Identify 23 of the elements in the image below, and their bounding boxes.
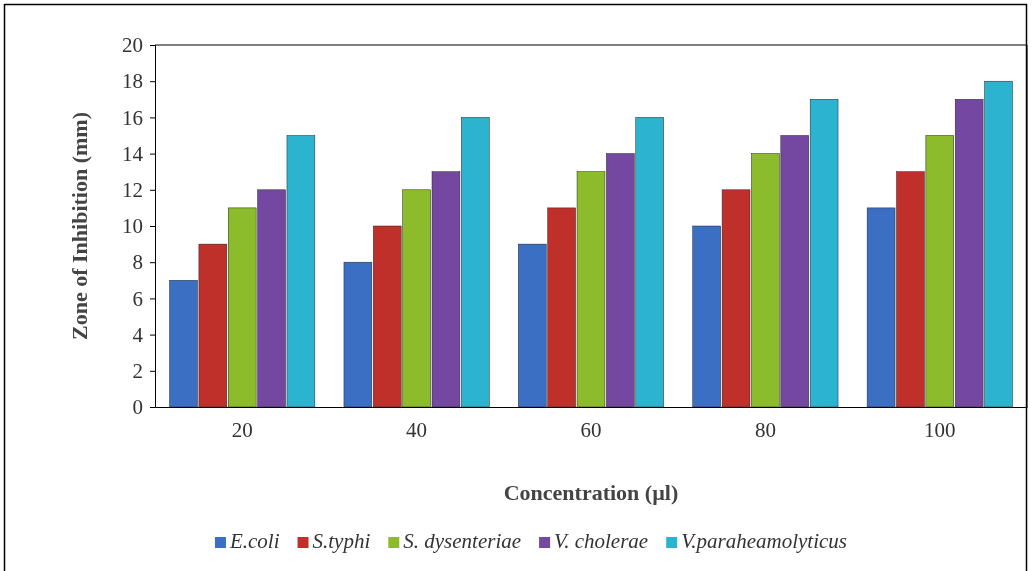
y-tick-label: 14 bbox=[122, 141, 144, 166]
y-tick-label: 2 bbox=[132, 359, 143, 384]
y-tick-label: 0 bbox=[132, 395, 143, 420]
y-tick-label: 4 bbox=[132, 322, 144, 347]
legend-label: V.paraheamolyticus bbox=[681, 529, 848, 553]
y-tick-label: 8 bbox=[132, 250, 143, 275]
x-tick-label: 100 bbox=[924, 418, 956, 443]
legend-label: S.typhi bbox=[312, 529, 371, 553]
x-axis-title: Concentration (µl) bbox=[503, 480, 679, 505]
y-axis-title: Zone of Inhibition (mm) bbox=[67, 112, 92, 340]
x-tick-label: 60 bbox=[580, 418, 602, 443]
legend-label: E.coli bbox=[228, 529, 280, 553]
y-tick-label: 20 bbox=[122, 33, 143, 58]
y-tick-label: 16 bbox=[122, 105, 143, 130]
x-tick-label: 40 bbox=[406, 418, 428, 443]
y-tick-label: 10 bbox=[122, 214, 143, 239]
legend-label: S. dysenteriae bbox=[403, 529, 522, 553]
x-tick-label: 80 bbox=[754, 418, 776, 443]
y-tick-label: 6 bbox=[132, 286, 143, 311]
x-tick-label: 20 bbox=[231, 418, 253, 443]
y-tick-label: 12 bbox=[122, 178, 143, 203]
y-tick-label: 18 bbox=[122, 69, 143, 94]
legend-label: V. cholerae bbox=[554, 529, 649, 553]
